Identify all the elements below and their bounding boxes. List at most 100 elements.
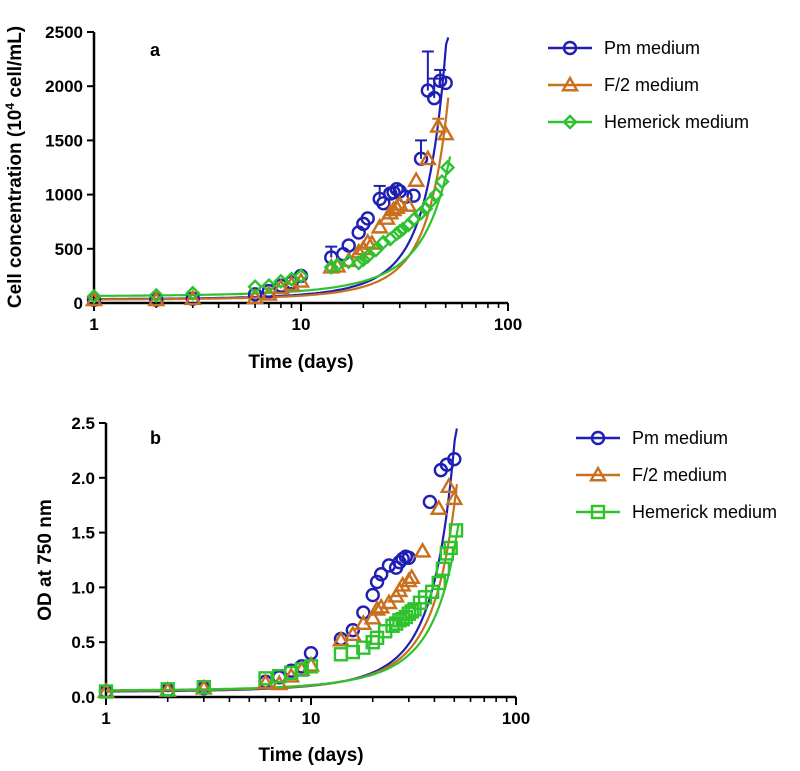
data-point-diamond xyxy=(395,221,411,237)
data-point-triangle xyxy=(390,194,409,211)
data-point-square xyxy=(258,671,273,686)
legend-label: F/2 medium xyxy=(632,465,727,485)
y-tick-label: 2500 xyxy=(45,23,83,42)
y-tick-label: 500 xyxy=(55,240,83,259)
panel-a-y-axis-title: Cell concentration (104 cell/mL) xyxy=(3,26,26,308)
y-title-part-3: cell/mL) xyxy=(5,26,26,103)
data-point-circle xyxy=(438,75,453,91)
y-tick-label: 2000 xyxy=(45,77,83,96)
legend-marker-circle xyxy=(590,430,606,446)
y-tick-label: 1.5 xyxy=(71,524,95,543)
x-tick-label: 10 xyxy=(302,709,321,728)
data-point-square xyxy=(448,523,464,538)
data-point-triangle xyxy=(372,597,391,614)
data-point-diamond xyxy=(329,257,346,273)
data-point-triangle xyxy=(429,116,448,133)
data-point-triangle xyxy=(393,575,412,592)
data-point-triangle xyxy=(363,608,382,625)
data-point-square xyxy=(345,644,361,660)
panel-b-ticks: 0.0 0.5 1.0 1.5 2.0 2.5 1 10 100 xyxy=(71,414,530,728)
y-tick-label: 1500 xyxy=(45,131,83,150)
y-tick-label: 1.0 xyxy=(71,578,95,597)
panel-b-chart: b Time (days) OD at 750 nm 0.0 0.5 1.0 1.5 2… xyxy=(35,414,777,766)
data-point-triangle xyxy=(183,289,202,306)
y-tick-label: 0.5 xyxy=(71,633,95,652)
data-point-diamond xyxy=(368,242,384,258)
data-point-square xyxy=(303,659,319,674)
data-point-square xyxy=(404,604,419,619)
y-tick-label: 0.0 xyxy=(71,688,95,707)
panel-a-chart: a Time (days) Cell concentration (104 ce… xyxy=(3,23,749,373)
legend-label: Pm medium xyxy=(604,38,700,58)
data-point-circle xyxy=(406,188,421,203)
data-point-square xyxy=(431,575,446,591)
data-point-triangle xyxy=(445,489,464,506)
y-tick-label: 0 xyxy=(74,294,83,313)
data-point-diamond xyxy=(355,251,372,268)
legend-label: Hemerick medium xyxy=(604,112,749,132)
data-point-triangle xyxy=(407,171,426,187)
data-point-circle xyxy=(386,185,401,200)
data-point-square xyxy=(333,647,349,662)
legend-marker-triangle xyxy=(588,465,608,482)
y-tick-label: 1000 xyxy=(45,186,83,205)
panel-a-label: a xyxy=(150,40,161,60)
data-point-triangle xyxy=(271,278,291,295)
data-point-square xyxy=(196,679,212,695)
data-point-triangle xyxy=(413,541,432,558)
x-tick-label: 1 xyxy=(89,315,98,334)
data-point-triangle xyxy=(370,217,389,234)
panel-b-data-points xyxy=(96,451,464,699)
data-point-diamond xyxy=(185,285,201,301)
panel-b-label: b xyxy=(150,428,161,448)
data-point-circle xyxy=(447,451,462,467)
data-point-diamond xyxy=(422,194,438,210)
legend-marker-circle xyxy=(562,40,578,56)
data-point-triangle xyxy=(439,477,458,494)
y-tick-label: 2.0 xyxy=(71,469,95,488)
data-point-diamond xyxy=(351,255,367,271)
data-point-circle xyxy=(345,622,361,638)
data-point-diamond xyxy=(405,211,422,228)
x-tick-label: 100 xyxy=(502,709,530,728)
data-point-diamond xyxy=(434,173,450,190)
data-point-circle xyxy=(360,211,375,226)
y-title-superscript: 4 xyxy=(3,103,17,110)
data-point-square xyxy=(160,682,175,697)
data-point-triangle xyxy=(429,499,448,515)
data-point-diamond xyxy=(323,259,339,275)
data-point-diamond xyxy=(148,287,165,304)
data-point-triangle xyxy=(331,630,351,647)
panel-a-x-axis-title: Time (days) xyxy=(248,352,353,373)
legend-marker-square xyxy=(590,504,606,520)
data-point-triangle xyxy=(418,149,437,166)
panel-a-legend: Pm medium F/2 medium Hemerick medium xyxy=(548,38,749,132)
panel-a-data-points xyxy=(84,73,456,307)
data-point-triangle xyxy=(343,625,362,641)
x-tick-label: 10 xyxy=(292,315,311,334)
data-point-circle xyxy=(401,550,417,566)
data-point-circle xyxy=(369,574,385,590)
data-point-diamond xyxy=(428,186,444,203)
data-point-diamond xyxy=(261,277,277,294)
data-point-circle xyxy=(426,90,442,106)
data-point-triangle xyxy=(402,568,421,584)
data-point-diamond xyxy=(341,254,357,270)
data-point-square xyxy=(283,665,299,681)
data-point-square xyxy=(435,561,451,576)
data-point-triangle xyxy=(436,124,455,141)
data-point-circle xyxy=(365,587,380,603)
fit-curve-circle xyxy=(94,37,450,301)
data-point-square xyxy=(98,684,114,699)
panel-b-y-axis-title: OD at 750 nm xyxy=(35,499,56,620)
legend-marker-diamond xyxy=(562,114,578,130)
legend-label: Hemerick medium xyxy=(632,502,777,522)
data-point-diamond xyxy=(360,248,376,265)
data-point-circle xyxy=(373,567,389,582)
x-tick-label: 1 xyxy=(101,709,110,728)
legend-label: Pm medium xyxy=(632,428,728,448)
data-point-square xyxy=(365,635,380,650)
y-tick-label: 2.5 xyxy=(71,414,95,433)
data-point-triangle xyxy=(256,673,275,690)
